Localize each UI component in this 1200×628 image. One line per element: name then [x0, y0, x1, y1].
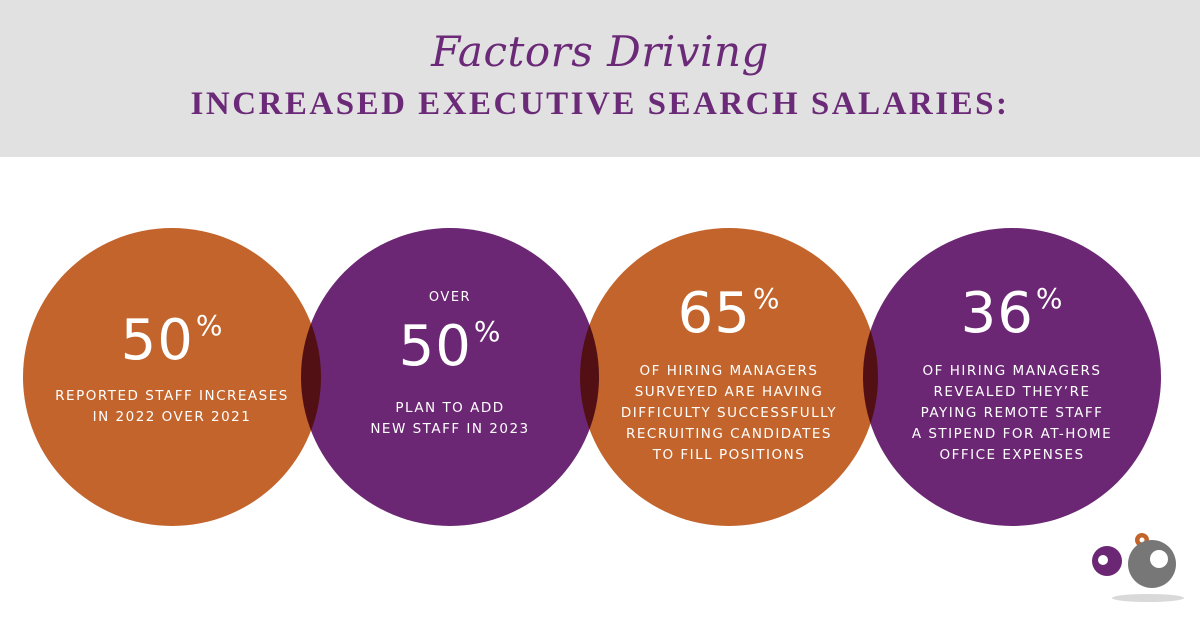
stat-circle-4 — [863, 228, 1161, 526]
stat-content-3: 65% OF HIRING MANAGERS SURVEYED ARE HAVI… — [580, 228, 878, 526]
title-line-2: INCREASED EXECUTIVE SEARCH SALARIES: — [190, 86, 1010, 122]
stat-circle-3 — [580, 228, 878, 526]
stat-value: 65% — [677, 281, 781, 346]
header-banner: Factors Driving INCREASED EXECUTIVE SEAR… — [0, 0, 1200, 157]
title-line-1: Factors Driving — [431, 27, 769, 76]
stat-content-2: OVER 50% PLAN TO ADD NEW STAFF IN 2023 — [301, 228, 599, 526]
stat-circle-1 — [23, 228, 321, 526]
stat-description: PLAN TO ADD NEW STAFF IN 2023 — [370, 400, 530, 437]
stat-prefix: OVER — [428, 290, 472, 305]
company-logo-icon — [1092, 533, 1184, 602]
stat-value: 50% — [398, 314, 502, 379]
stat-description: REPORTED STAFF INCREASES IN 2022 OVER 20… — [55, 388, 289, 425]
stat-content-1: 50% REPORTED STAFF INCREASES IN 2022 OVE… — [23, 228, 321, 526]
stat-value: 36% — [960, 281, 1064, 346]
stat-circle-2 — [301, 228, 599, 526]
stat-description: OF HIRING MANAGERS REVEALED THEY’RE PAYI… — [911, 363, 1113, 463]
stat-description: OF HIRING MANAGERS SURVEYED ARE HAVING D… — [620, 363, 838, 463]
stat-value: 50% — [120, 308, 224, 373]
stat-content-4: 36% OF HIRING MANAGERS REVEALED THEY’RE … — [863, 228, 1161, 526]
